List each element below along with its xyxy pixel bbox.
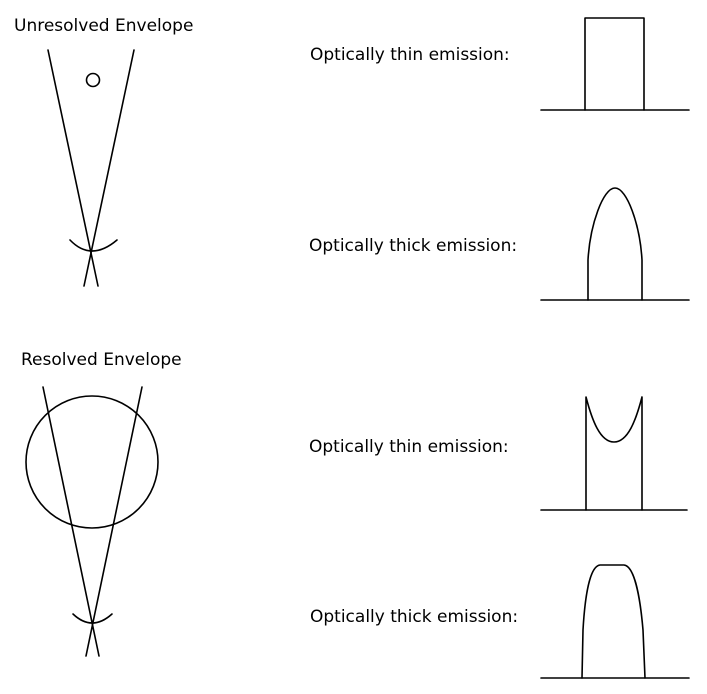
unresolved-beam-arc — [69, 239, 118, 252]
resolved-beam-arc — [72, 613, 113, 624]
resolved-beam-right-line — [85, 386, 143, 657]
resolved-beam — [42, 386, 143, 657]
unresolved-thick-label: Optically thick emission: — [309, 236, 518, 256]
unresolved-thin-profile — [540, 17, 690, 111]
unresolved-beam-right-line — [83, 49, 135, 287]
resolved-beam-left-line — [42, 386, 100, 657]
unresolved-thick-profile — [540, 187, 690, 301]
unresolved-beam-left-line — [47, 49, 99, 287]
unresolved-beam — [47, 49, 135, 287]
unresolved-envelope-circle — [85, 72, 101, 88]
resolved-envelope-circle — [25, 395, 159, 529]
resolved-thin-profile — [540, 396, 688, 511]
resolved-thin-line-shape — [585, 396, 643, 511]
resolved-thin-label: Optically thin emission: — [309, 437, 509, 457]
resolved-thick-label: Optically thick emission: — [310, 607, 519, 627]
unresolved-thin-label: Optically thin emission: — [310, 45, 510, 65]
unresolved-thin-line-shape — [584, 17, 645, 111]
resolved-envelope-title: Resolved Envelope — [21, 350, 182, 370]
unresolved-envelope-title: Unresolved Envelope — [14, 16, 194, 36]
unresolved-thick-line-shape — [587, 187, 643, 301]
resolved-thick-profile — [540, 564, 690, 679]
resolved-thick-line-shape — [581, 564, 646, 679]
